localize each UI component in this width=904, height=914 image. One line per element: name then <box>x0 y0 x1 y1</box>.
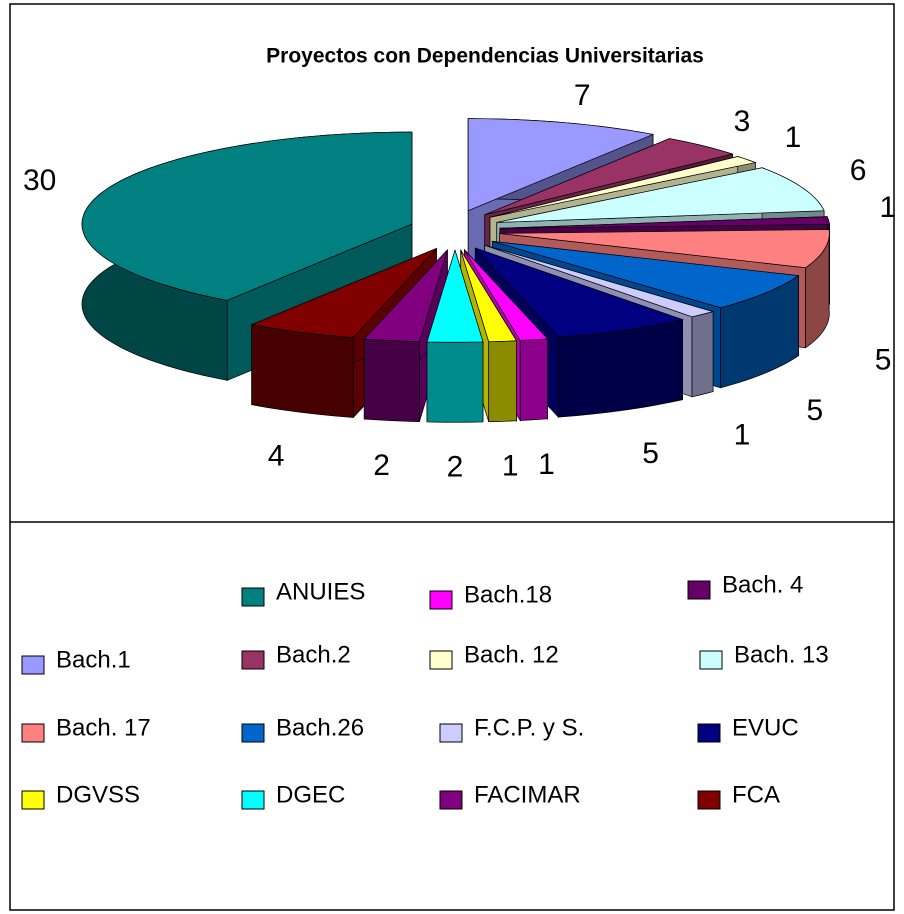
slice-wall <box>426 341 484 423</box>
slice-top <box>489 156 757 218</box>
slice-top <box>475 247 684 338</box>
legend-swatch <box>697 723 721 743</box>
legend-swatch <box>429 650 453 670</box>
legend-label: ANUIES <box>276 578 365 605</box>
slice-top <box>464 249 549 341</box>
legend-label: Bach. 4 <box>722 571 803 598</box>
legend-swatch <box>687 580 711 600</box>
legend-swatch <box>21 655 45 675</box>
legend-swatch <box>241 650 265 670</box>
slice-top <box>484 138 734 216</box>
legend-label: Bach.1 <box>56 646 131 673</box>
data-label: 6 <box>850 154 867 187</box>
data-label: 2 <box>373 449 390 482</box>
legend-swatch <box>21 790 45 810</box>
slice-wall <box>691 311 714 398</box>
slice-top <box>81 131 413 301</box>
legend-swatch <box>241 790 265 810</box>
legend-label: DGEC <box>276 781 345 808</box>
data-label: 2 <box>447 451 464 484</box>
legend-label: Bach. 13 <box>734 641 829 668</box>
data-label: 1 <box>785 121 802 154</box>
legend-label: Bach. 17 <box>56 714 151 741</box>
slice-top <box>363 249 448 342</box>
legend-label: Bach.2 <box>276 641 351 668</box>
slice-wall <box>251 324 354 418</box>
slice-top <box>484 244 715 318</box>
data-label: 1 <box>879 191 896 224</box>
chart-border <box>9 3 895 911</box>
legend-swatch <box>241 723 265 743</box>
data-label: 30 <box>23 164 56 197</box>
slice-top <box>250 248 437 338</box>
legend-label: Bach.26 <box>276 714 364 741</box>
legend-label: Bach. 12 <box>464 641 559 668</box>
legend-label: F.C.P. y S. <box>474 714 584 741</box>
legend: Bach.1 Bach.2 Bach. 12 Bach. 13 Bach. 4 Bach.… <box>21 571 829 810</box>
slice-top <box>496 167 825 223</box>
legend-swatch <box>439 723 463 743</box>
legend-swatch <box>697 790 721 810</box>
slice-top <box>426 249 484 343</box>
slice-top <box>492 240 800 309</box>
data-label: 1 <box>538 448 555 481</box>
slice-wall <box>488 340 517 423</box>
legend-label: Bach.18 <box>464 581 552 608</box>
legend-label: EVUC <box>732 714 799 741</box>
legend-swatch <box>21 723 45 743</box>
slice-top <box>467 118 655 212</box>
data-label: 1 <box>734 419 751 452</box>
legend-label: FACIMAR <box>474 781 581 808</box>
legend-swatch <box>241 587 265 607</box>
slice <box>363 249 448 422</box>
legend-label: DGVSS <box>56 781 140 808</box>
data-label: 5 <box>807 394 824 427</box>
data-label: 5 <box>875 344 892 377</box>
data-label: 7 <box>574 79 591 112</box>
slice-top <box>499 216 830 229</box>
slice-wall <box>363 338 420 422</box>
legend-swatch <box>429 590 453 610</box>
legend-swatch <box>699 650 723 670</box>
data-label: 4 <box>268 439 285 472</box>
slice-top <box>499 229 830 269</box>
slice-top <box>460 249 518 343</box>
slice <box>426 249 484 423</box>
data-label: 1 <box>502 450 519 483</box>
slice-wall <box>519 338 548 421</box>
data-label: 3 <box>734 105 751 138</box>
legend-swatch <box>439 790 463 810</box>
chart-title: Proyectos con Dependencias Universitaria… <box>266 45 704 68</box>
legend-label: FCA <box>732 781 780 808</box>
data-label: 5 <box>642 437 659 470</box>
